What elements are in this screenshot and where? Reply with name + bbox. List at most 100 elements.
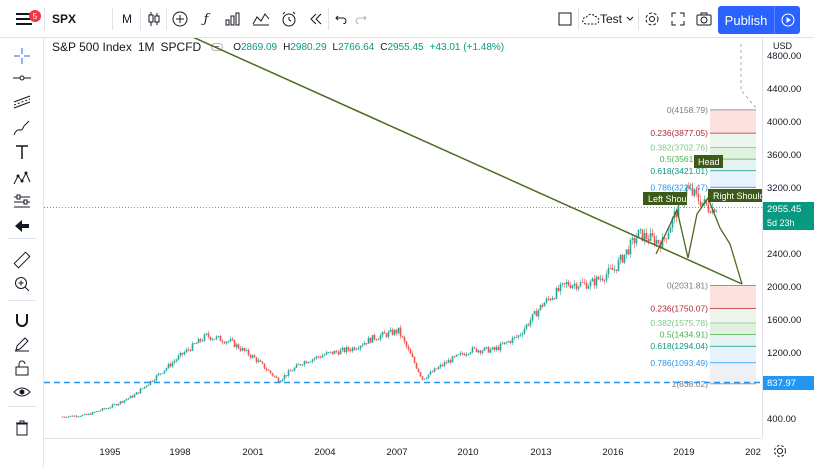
price-tick: 2000.00 xyxy=(767,282,802,293)
candle-body xyxy=(509,341,512,343)
candle-body xyxy=(505,342,508,344)
candle-body xyxy=(71,415,74,417)
candle-body xyxy=(451,356,454,363)
fib-retracement-upper[interactable]: 0(4158.79)0.236(3877.05)0.382(3702.76)0.… xyxy=(650,44,757,192)
candle-body xyxy=(463,354,466,356)
candle-body xyxy=(651,233,654,237)
candle-body xyxy=(117,403,120,406)
candle-body xyxy=(361,344,364,346)
crosshair-icon[interactable] xyxy=(10,44,34,68)
candle-body xyxy=(677,199,680,218)
channel-icon[interactable] xyxy=(10,90,34,114)
candle-body xyxy=(461,353,464,355)
chart-settings-icon[interactable] xyxy=(772,443,790,461)
fullscreen-icon[interactable] xyxy=(668,7,688,31)
compare-add-icon[interactable] xyxy=(170,7,190,31)
candle-body xyxy=(603,280,606,282)
candle-body xyxy=(379,335,382,340)
candle-body xyxy=(421,376,424,380)
fib-retracement-lower[interactable]: 0(2031.81) 0.236(1750.07) 0.382(1575.78) 0.… xyxy=(650,280,756,389)
alert-icon[interactable] xyxy=(278,7,300,31)
pencil-lock-icon[interactable] xyxy=(10,332,34,356)
undo-icon[interactable] xyxy=(332,7,350,31)
templates-icon[interactable] xyxy=(250,7,272,31)
candle-body xyxy=(489,349,492,353)
legend-interval: 1M xyxy=(137,40,155,54)
candle-body xyxy=(143,386,146,389)
candle-body xyxy=(657,239,660,243)
candle-body xyxy=(299,364,302,366)
candle-body xyxy=(105,408,108,410)
time-scale[interactable]: 1995 1998 2001 2004 2007 2010 2013 2016 2019 202 xyxy=(44,438,762,467)
annotation-left-shoulder[interactable]: Left Shoulder xyxy=(643,192,702,205)
candle-body xyxy=(265,368,268,371)
menu-icon[interactable] xyxy=(12,7,36,31)
candle-body xyxy=(135,392,138,395)
lock-icon[interactable] xyxy=(10,356,34,380)
trendline[interactable] xyxy=(186,38,743,285)
fullscreen-rect-icon[interactable] xyxy=(556,7,574,31)
right-shoulder-text: Right Shoulder xyxy=(713,191,762,201)
candle-body xyxy=(247,349,250,355)
candle-body xyxy=(691,188,694,196)
eye-icon[interactable] xyxy=(10,380,34,404)
legend-high-label: H xyxy=(283,41,291,53)
candle-body xyxy=(313,358,316,360)
candle-body xyxy=(627,249,630,255)
annotation-head[interactable]: Head xyxy=(694,155,723,168)
candle-body xyxy=(161,373,164,375)
candle-body xyxy=(483,347,486,351)
interval-button[interactable]: M xyxy=(122,12,132,26)
candle-body xyxy=(375,339,378,341)
zoom-in-icon[interactable] xyxy=(10,272,34,296)
candle-body xyxy=(549,298,552,301)
publish-button[interactable]: Publish xyxy=(718,6,774,34)
annotation-right-shoulder[interactable]: Right Shoulder xyxy=(708,189,762,202)
brush-icon[interactable] xyxy=(10,116,34,140)
fib-zone xyxy=(710,285,756,309)
candle-body xyxy=(633,237,636,244)
trash-icon[interactable] xyxy=(10,416,34,440)
symbol-search[interactable]: SPX xyxy=(52,12,77,26)
ruler-icon[interactable] xyxy=(10,248,34,272)
camera-icon[interactable] xyxy=(694,7,714,31)
layout-name[interactable]: Test xyxy=(600,12,623,26)
text-tool-icon[interactable] xyxy=(10,140,34,164)
indicators-icon[interactable]: ƒ xyxy=(203,11,209,27)
candle-body xyxy=(99,410,102,412)
candle-body xyxy=(415,362,418,369)
candles-icon[interactable] xyxy=(144,7,164,31)
financials-icon[interactable] xyxy=(222,7,244,31)
magnet-icon[interactable] xyxy=(10,308,34,332)
candle-body xyxy=(237,344,240,349)
pattern-icon[interactable] xyxy=(10,166,34,190)
legend-collapse-icon[interactable] xyxy=(211,43,224,51)
play-icon[interactable] xyxy=(774,6,800,34)
candle-body xyxy=(259,360,262,362)
settings-gear-icon[interactable] xyxy=(642,7,662,31)
candle-body xyxy=(431,371,434,373)
candle-body xyxy=(95,411,98,413)
redo-icon[interactable] xyxy=(352,7,370,31)
candle-body xyxy=(305,361,308,364)
candle-body xyxy=(531,314,534,321)
head-shoulders-pattern[interactable] xyxy=(655,196,743,285)
fib-zone xyxy=(710,133,756,148)
candle-body xyxy=(85,414,88,415)
cloud-icon[interactable] xyxy=(582,7,600,31)
candle-body xyxy=(449,360,452,363)
price-chart[interactable]: 0(4158.79)0.236(3877.05)0.382(3702.76)0.… xyxy=(44,38,762,438)
left-shoulder-text: Left Shoulder xyxy=(648,194,702,204)
horizontal-line-icon[interactable] xyxy=(10,66,34,90)
arrow-left-icon[interactable] xyxy=(10,214,34,238)
candle-body xyxy=(253,355,256,358)
price-scale[interactable]: USD 4800.00 4400.00 4000.00 3600.00 3200.00 2… xyxy=(762,38,814,438)
prediction-icon[interactable] xyxy=(10,190,34,214)
time-tick: 1995 xyxy=(99,447,121,458)
candle-body xyxy=(245,349,248,351)
replay-icon[interactable] xyxy=(306,7,326,31)
time-tick: 2004 xyxy=(314,447,336,458)
candle-body xyxy=(145,386,148,387)
candle-body xyxy=(137,392,140,394)
chevron-down-icon[interactable] xyxy=(624,7,636,31)
